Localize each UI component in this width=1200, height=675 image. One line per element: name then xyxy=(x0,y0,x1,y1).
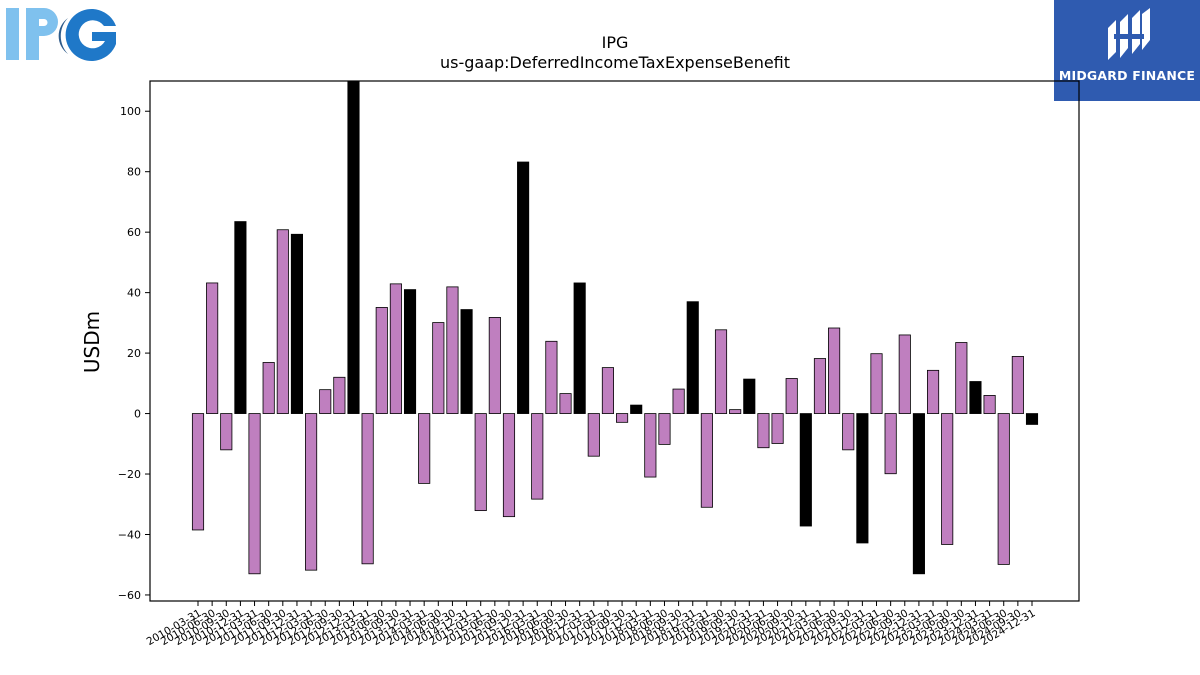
bar-2019-06-30 xyxy=(714,329,728,414)
bar-2021-12-31 xyxy=(856,413,869,544)
bar-2017-12-31 xyxy=(630,404,643,414)
bar-2015-09-30 xyxy=(502,413,516,518)
bar-2014-03-31 xyxy=(418,413,431,484)
ipg-logo xyxy=(4,4,120,62)
bar-2019-12-31 xyxy=(743,378,756,414)
bar-2023-06-30 xyxy=(941,413,954,545)
plot-frame xyxy=(149,80,1080,602)
bar-2018-12-31 xyxy=(686,301,699,414)
bar-2011-12-31 xyxy=(290,233,304,414)
y-axis: −60 −40 −20 0 20 40 60 80 100 xyxy=(118,105,150,602)
bar-2022-12-31 xyxy=(912,413,925,575)
bar-2013-12-31 xyxy=(403,289,417,414)
bar-2015-12-31 xyxy=(517,161,530,414)
bar-2011-06-30 xyxy=(262,362,275,414)
bar-2024-09-30 xyxy=(1011,356,1024,414)
bar-2012-06-30 xyxy=(319,389,332,414)
bar-2024-12-31 xyxy=(1025,413,1039,425)
y-axis-label: USDm xyxy=(80,311,104,373)
bar-2016-09-30 xyxy=(559,393,572,414)
bar-2014-12-31 xyxy=(460,309,473,414)
bar-2017-03-31 xyxy=(587,413,600,457)
bar-2014-06-30 xyxy=(432,322,445,414)
midgard-logo-text: MIDGARD FINANCE xyxy=(1058,68,1196,83)
y-tick-label: −40 xyxy=(118,528,141,541)
bar-2021-06-30 xyxy=(828,327,841,414)
y-tick-label: 40 xyxy=(127,287,141,300)
bar-2023-03-31 xyxy=(927,369,940,414)
bar-2024-03-31 xyxy=(983,395,996,414)
y-tick-label: −20 xyxy=(118,468,141,481)
bar-2023-09-30 xyxy=(955,342,968,414)
midgard-finance-logo: MIDGARD FINANCE xyxy=(1054,0,1200,101)
bar-2014-09-30 xyxy=(446,286,459,414)
bar-2010-03-31 xyxy=(191,413,205,531)
bar-2013-06-30 xyxy=(375,307,388,414)
bar-2017-06-30 xyxy=(601,367,614,414)
bar-2012-12-31 xyxy=(347,80,360,414)
chart-subtitle: us-gaap:DeferredIncomeTaxExpenseBenefit xyxy=(440,53,790,72)
bar-2024-06-30 xyxy=(997,413,1010,565)
x-axis: 2010-03-312010-06-302010-09-302010-12-31… xyxy=(145,601,1038,648)
bar-2021-09-30 xyxy=(842,413,855,451)
chart-title: IPG xyxy=(602,33,629,52)
y-tick-label: 60 xyxy=(127,226,141,239)
bar-2022-09-30 xyxy=(898,334,911,414)
bar-2011-03-31 xyxy=(248,413,261,575)
bar-2019-03-31 xyxy=(700,413,713,508)
bar-2013-03-31 xyxy=(361,413,374,565)
bar-2022-03-31 xyxy=(870,353,883,414)
bar-2020-03-31 xyxy=(757,413,770,449)
y-tick-label: 20 xyxy=(127,347,141,360)
bar-2017-09-30 xyxy=(616,413,629,423)
bar-2010-06-30 xyxy=(206,282,219,414)
bar-2016-12-31 xyxy=(573,282,586,414)
bar-2018-09-30 xyxy=(672,388,685,414)
bar-2016-06-30 xyxy=(545,340,558,414)
bar-2015-06-30 xyxy=(488,317,501,414)
bar-2023-12-31 xyxy=(969,381,982,414)
bars-layer xyxy=(191,80,1039,575)
bar-2013-09-30 xyxy=(389,283,402,414)
bar-2018-06-30 xyxy=(658,413,671,445)
bar-2010-09-30 xyxy=(220,413,233,451)
bar-2022-06-30 xyxy=(884,413,897,475)
y-tick-label: 100 xyxy=(120,105,141,118)
bar-2011-09-30 xyxy=(276,229,289,414)
bar-2020-12-31 xyxy=(799,413,812,527)
bar-2020-09-30 xyxy=(785,378,798,414)
bar-2012-03-31 xyxy=(305,413,318,571)
bar-2015-03-31 xyxy=(474,413,487,512)
bar-2018-03-31 xyxy=(644,413,657,478)
bar-2016-03-31 xyxy=(531,413,544,500)
bar-2020-06-30 xyxy=(771,413,784,444)
bar-2012-09-30 xyxy=(333,376,346,414)
y-tick-label: 0 xyxy=(134,408,141,421)
y-tick-label: 80 xyxy=(127,166,141,179)
bar-2010-12-31 xyxy=(234,221,247,414)
bar-2019-09-30 xyxy=(729,409,742,414)
midgard-emblem-icon xyxy=(1108,8,1150,60)
bar-2021-03-31 xyxy=(813,358,827,414)
y-tick-label: −60 xyxy=(118,589,141,602)
